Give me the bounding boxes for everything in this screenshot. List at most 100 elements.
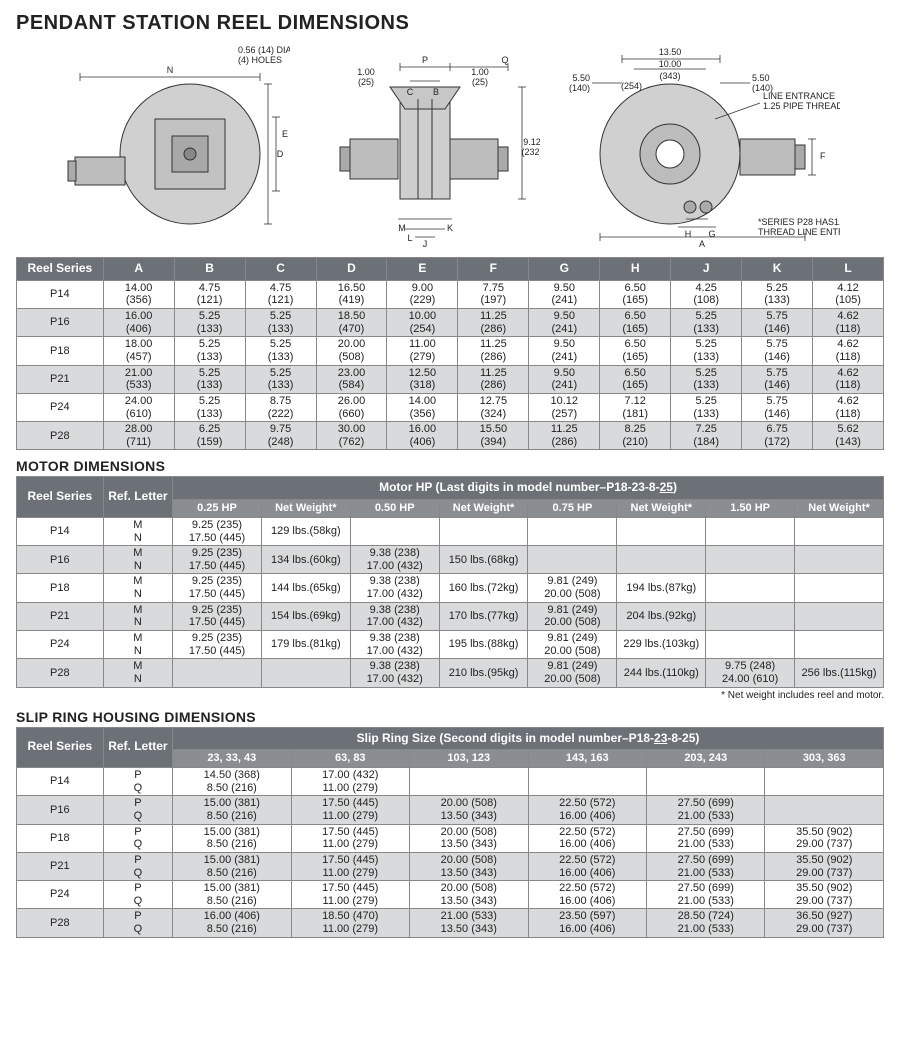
table-row: P24PQ15.00 (381)8.50 (216)17.50 (445)11.…: [17, 881, 884, 909]
series-cell: P21: [17, 365, 104, 393]
dim-cell: 5.75(146): [742, 365, 813, 393]
ref-letter-cell: PQ: [103, 852, 172, 880]
weight-cell: 244 lbs.(110kg): [617, 659, 706, 687]
col-303-363: 303, 363: [765, 750, 884, 768]
diagram-front: 1.00(25) 1.00(25) P Q C B 9.12(232) M L …: [310, 39, 540, 249]
dim-cell: 5.25(133): [671, 365, 742, 393]
dim-cell: 5.75(146): [742, 309, 813, 337]
svg-text:0.56 (14) DIA.: 0.56 (14) DIA.: [238, 45, 290, 55]
series-cell: P16: [17, 546, 104, 574]
table-row: P2828.00(711)6.25(159)9.75(248)30.00(762…: [17, 422, 884, 450]
ref-letter-cell: MN: [103, 631, 172, 659]
dim-cell: 15.00 (381)8.50 (216): [173, 824, 291, 852]
dim-cell: 18.50(470): [316, 309, 387, 337]
weight-cell: 160 lbs.(72kg): [439, 574, 528, 602]
table-row: P14PQ14.50 (368)8.50 (216)17.00 (432)11.…: [17, 768, 884, 796]
dim-cell: 5.25(133): [671, 393, 742, 421]
weight-cell: [795, 631, 884, 659]
dim-cell: 9.50(241): [529, 337, 600, 365]
col-net-weight-: Net Weight*: [439, 500, 528, 518]
table-row: P1818.00(457)5.25(133)5.25(133)20.00(508…: [17, 337, 884, 365]
ref-letter-cell: PQ: [103, 881, 172, 909]
dim-cell: 8.25(210): [600, 422, 671, 450]
dim-cell: 4.75(121): [174, 280, 245, 308]
col-103-123: 103, 123: [410, 750, 528, 768]
col-g: G: [529, 258, 600, 281]
motor-title: MOTOR DIMENSIONS: [16, 458, 884, 474]
dim-cell: 17.50 (445)11.00 (279): [291, 852, 409, 880]
series-cell: P28: [17, 422, 104, 450]
series-cell: P24: [17, 881, 104, 909]
dim-cell: 36.50 (927)29.00 (737): [765, 909, 884, 937]
col-0-25-hp: 0.25 HP: [173, 500, 262, 518]
dim-cell: 17.50 (445)11.00 (279): [291, 796, 409, 824]
series-cell: P24: [17, 631, 104, 659]
dim-cell: 5.25(133): [671, 337, 742, 365]
col-l: L: [813, 258, 884, 281]
dim-cell: 11.00(279): [387, 337, 458, 365]
col-0-50-hp: 0.50 HP: [350, 500, 439, 518]
ref-letter-cell: MN: [103, 546, 172, 574]
dim-cell: 5.25(133): [245, 309, 316, 337]
weight-cell: [795, 602, 884, 630]
dim-cell: 15.00 (381)8.50 (216): [173, 881, 291, 909]
hp-cell: [528, 517, 617, 545]
dim-cell: 28.50 (724)21.00 (533): [646, 909, 764, 937]
dim-cell: 16.00(406): [103, 309, 174, 337]
svg-text:(4) HOLES: (4) HOLES: [238, 55, 282, 65]
slip-title: SLIP RING HOUSING DIMENSIONS: [16, 709, 884, 725]
dim-cell: 21.00(533): [103, 365, 174, 393]
dim-cell: 20.00 (508)13.50 (343): [410, 824, 528, 852]
dim-cell: 35.50 (902)29.00 (737): [765, 824, 884, 852]
series-cell: P14: [17, 768, 104, 796]
svg-text:L: L: [407, 233, 412, 243]
svg-text:(232): (232): [521, 147, 540, 157]
series-cell: P28: [17, 909, 104, 937]
dim-cell: 18.00(457): [103, 337, 174, 365]
hp-cell: 9.25 (235)17.50 (445): [173, 517, 262, 545]
dim-cell: 5.75(146): [742, 337, 813, 365]
dim-cell: 16.00 (406)8.50 (216): [173, 909, 291, 937]
ref-letter-cell: PQ: [103, 768, 172, 796]
svg-text:A: A: [699, 239, 705, 249]
hp-cell: [706, 631, 795, 659]
hp-cell: 9.75 (248)24.00 (610): [706, 659, 795, 687]
slip-ring-table: Reel Series Ref. Letter Slip Ring Size (…: [16, 727, 884, 938]
dim-cell: 10.00(254): [387, 309, 458, 337]
motor-footnote: * Net weight includes reel and motor.: [16, 690, 884, 701]
dim-cell: 11.25(286): [529, 422, 600, 450]
dim-cell: [646, 768, 764, 796]
hp-cell: [706, 517, 795, 545]
dim-cell: [765, 796, 884, 824]
dim-cell: 17.50 (445)11.00 (279): [291, 824, 409, 852]
svg-text:E: E: [282, 129, 288, 139]
dim-cell: 9.50(241): [529, 280, 600, 308]
dim-cell: 4.12(105): [813, 280, 884, 308]
col-143-163: 143, 163: [528, 750, 646, 768]
svg-text:5.50: 5.50: [572, 73, 590, 83]
dim-cell: [528, 768, 646, 796]
series-cell: P16: [17, 309, 104, 337]
dim-cell: 35.50 (902)29.00 (737): [765, 852, 884, 880]
weight-cell: 210 lbs.(95kg): [439, 659, 528, 687]
weight-cell: [795, 574, 884, 602]
svg-text:B: B: [433, 87, 439, 97]
series-cell: P28: [17, 659, 104, 687]
hp-cell: 9.38 (238)17.00 (432): [350, 659, 439, 687]
col-reel-series: Reel Series: [17, 477, 104, 517]
svg-text:(140): (140): [569, 83, 590, 93]
dim-cell: 15.00 (381)8.50 (216): [173, 852, 291, 880]
col-f: F: [458, 258, 529, 281]
svg-text:*SERIES P28 HAS1.50 PIPE: *SERIES P28 HAS1.50 PIPE: [758, 217, 840, 227]
weight-cell: [439, 517, 528, 545]
dim-cell: 11.25(286): [458, 365, 529, 393]
weight-cell: 154 lbs.(69kg): [261, 602, 350, 630]
hp-cell: 9.25 (235)17.50 (445): [173, 602, 262, 630]
table-row: P21PQ15.00 (381)8.50 (216)17.50 (445)11.…: [17, 852, 884, 880]
col-b: B: [174, 258, 245, 281]
dim-cell: 20.00(508): [316, 337, 387, 365]
table-row: P28MN9.38 (238)17.00 (432)210 lbs.(95kg)…: [17, 659, 884, 687]
col-203-243: 203, 243: [646, 750, 764, 768]
svg-text:1.00: 1.00: [357, 67, 375, 77]
dim-cell: 21.00 (533)13.50 (343): [410, 909, 528, 937]
